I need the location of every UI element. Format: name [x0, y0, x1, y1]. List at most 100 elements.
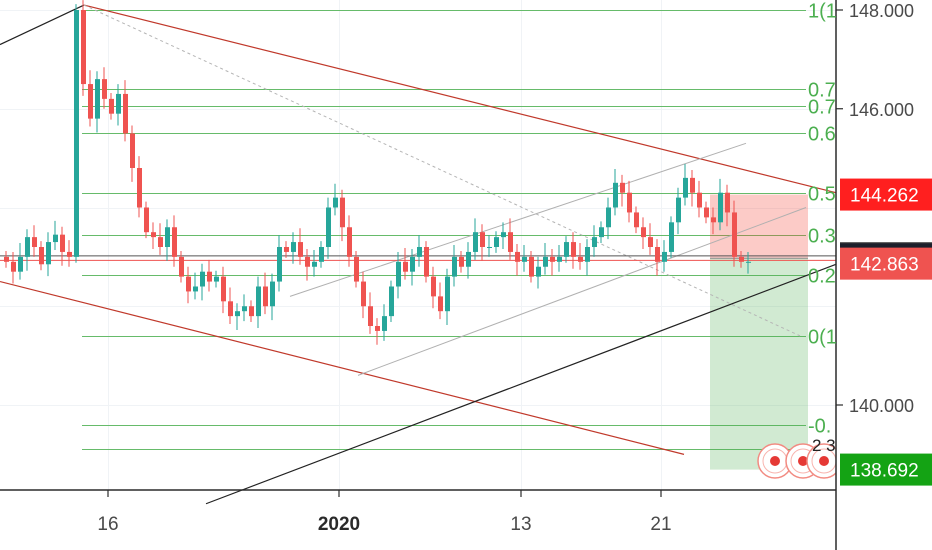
candle-body [151, 232, 156, 238]
candle-body [361, 281, 366, 307]
candle-body [4, 256, 9, 262]
candle-body [165, 227, 170, 247]
candle-body [620, 182, 625, 193]
trend-line[interactable] [0, 4, 85, 46]
candle-body [158, 237, 163, 247]
candle-body [424, 247, 429, 277]
fib-level-label: -0. [808, 416, 831, 438]
rising-channel-lower[interactable] [357, 207, 807, 376]
channel-upper-line[interactable] [83, 4, 837, 194]
fib-level-label: 0.7 [808, 80, 836, 102]
candle-body [186, 276, 191, 292]
price-badge: 144.262 [840, 178, 932, 211]
candle-body [669, 222, 674, 252]
candle-body [718, 192, 723, 223]
candle-body [473, 232, 478, 252]
candle-body [564, 242, 569, 257]
price-tick-label: 140.000 [849, 396, 914, 416]
candle-body [347, 227, 352, 257]
time-axis[interactable]: 16 2020 13 21 [97, 490, 672, 535]
candle-body [200, 271, 205, 287]
candle-body [284, 247, 289, 252]
candle-body [375, 326, 380, 331]
candle-body [382, 316, 387, 331]
event-markers[interactable]: 2 3 [757, 436, 842, 479]
candle-body [312, 261, 317, 267]
candle-body [116, 93, 121, 114]
candle-body [242, 306, 247, 312]
candle-body [179, 256, 184, 277]
candle-body [739, 256, 744, 262]
candle-body [725, 192, 730, 213]
candle-body [305, 256, 310, 267]
candle-body [144, 207, 149, 233]
candle-body [494, 237, 499, 247]
support-trend-line[interactable] [205, 263, 837, 505]
candle-body [711, 217, 716, 223]
candle-body [95, 79, 100, 119]
fib-level-label: 0.5 [808, 184, 836, 206]
price-badge: 142.863 [840, 247, 932, 280]
price-badge-bg [840, 453, 932, 486]
take-profit-zone[interactable] [710, 258, 808, 470]
candle-body [109, 98, 114, 114]
candle-body [396, 261, 401, 287]
candle-body [550, 256, 555, 262]
candle-body [39, 247, 44, 265]
event-marker[interactable] [806, 443, 842, 479]
rising-channel-upper[interactable] [289, 142, 747, 297]
price-tick-label: 146.000 [849, 100, 914, 120]
fib-retracement[interactable] [82, 10, 806, 450]
candle-body [319, 247, 324, 262]
candle-body [690, 177, 695, 193]
candle-body [606, 207, 611, 228]
candle-body [676, 197, 681, 223]
candle-body [235, 311, 240, 317]
fib-level-label: 1(1 [808, 1, 837, 23]
candle-body [648, 237, 653, 247]
price-badge-bg [840, 247, 932, 280]
candle-body [508, 232, 513, 252]
channel-lower-line[interactable] [0, 280, 685, 455]
candle-body [298, 242, 303, 257]
candle-body [585, 247, 590, 262]
fib-level-label: 0.2 [808, 266, 836, 288]
candle-body [662, 251, 667, 262]
candlestick-series [4, 0, 751, 345]
candle-body [123, 93, 128, 134]
position-tool[interactable] [710, 194, 808, 470]
candle-body [410, 256, 415, 272]
candle-body [592, 237, 597, 247]
candle-body [81, 10, 86, 85]
candle-body [88, 84, 93, 119]
candle-body [193, 286, 198, 292]
fib-level-label: 0.6 [808, 124, 836, 146]
candle-body [11, 261, 16, 272]
time-tick-label: 2020 [318, 514, 360, 535]
candle-body [277, 247, 282, 282]
fib-trend-line[interactable] [83, 4, 801, 337]
candle-body [683, 177, 688, 198]
time-tick-label: 21 [650, 514, 671, 535]
event-marker-dot [819, 456, 829, 466]
candle-body [522, 256, 527, 262]
candle-body [515, 251, 520, 262]
candle-body [578, 256, 583, 262]
candle-body [60, 234, 65, 252]
candle-body [417, 247, 422, 257]
price-axis[interactable]: 148.000 146.000 140.000 [836, 1, 914, 416]
candle-body [529, 256, 534, 277]
candle-body [543, 256, 548, 267]
candle-body [172, 227, 177, 257]
candle-body [445, 276, 450, 312]
candle-body [452, 256, 457, 277]
candle-body [25, 237, 30, 257]
candle-body [627, 192, 632, 213]
candle-body [214, 276, 219, 282]
candle-body [102, 79, 107, 99]
candle-body [634, 212, 639, 228]
fib-level-label: 0(1 [808, 327, 837, 349]
candle-body [291, 242, 296, 252]
stop-loss-zone[interactable] [710, 194, 808, 259]
